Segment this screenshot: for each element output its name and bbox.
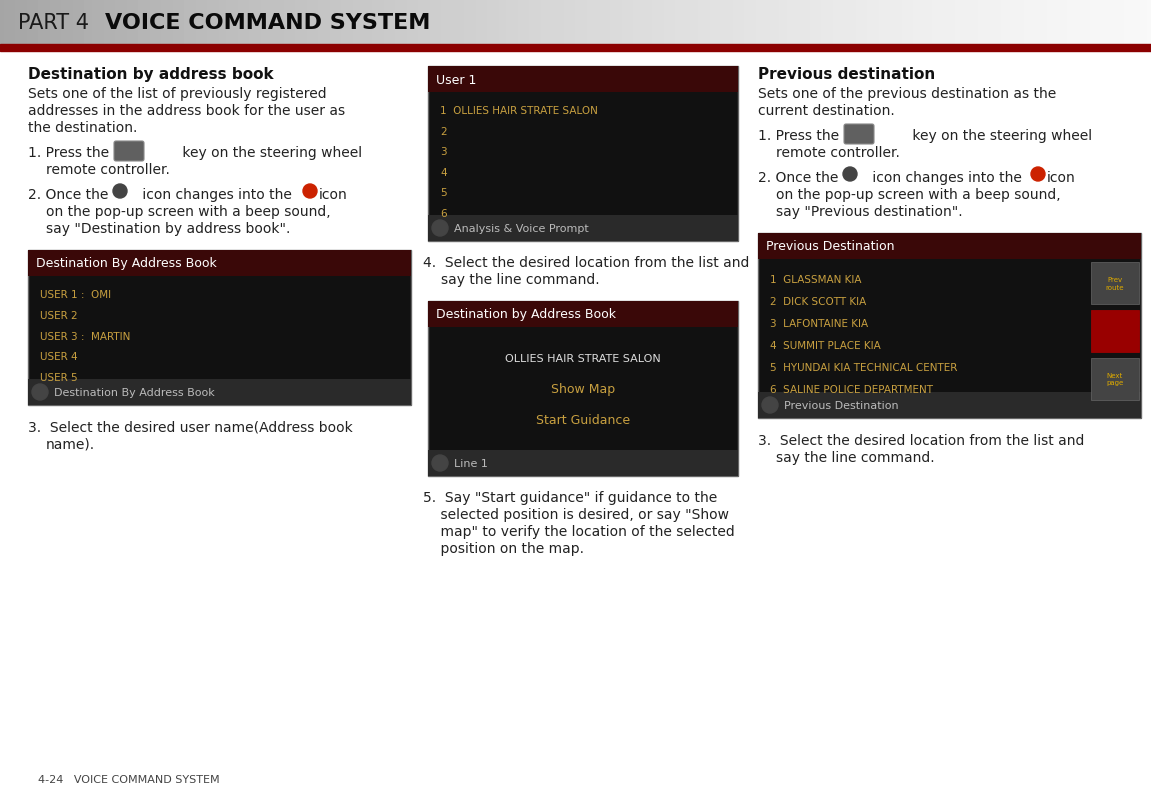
Bar [428, 302, 738, 327]
Text: 4-24   VOICE COMMAND SYSTEM: 4-24 VOICE COMMAND SYSTEM [38, 774, 220, 784]
Text: remote controller.: remote controller. [46, 163, 170, 176]
Bar [0, 45, 1151, 52]
Text: 5  HYUNDAI KIA TECHNICAL CENTER: 5 HYUNDAI KIA TECHNICAL CENTER [770, 363, 958, 373]
Text: OLLIES HAIR STRATE SALON: OLLIES HAIR STRATE SALON [505, 354, 661, 363]
Text: Destination By Address Book: Destination By Address Book [36, 257, 216, 270]
Text: the destination.: the destination. [28, 121, 137, 135]
Text: Sets one of the previous destination as the: Sets one of the previous destination as … [759, 87, 1057, 101]
Text: map" to verify the location of the selected: map" to verify the location of the selec… [424, 525, 734, 538]
Bar [28, 379, 411, 406]
Text: name).: name). [46, 437, 96, 452]
Text: 4: 4 [440, 168, 447, 177]
Text: 6: 6 [440, 209, 447, 219]
Text: Previous destination: Previous destination [759, 67, 936, 82]
Text: 3.  Select the desired location from the list and: 3. Select the desired location from the … [759, 433, 1084, 448]
Text: 5.  Say "Start guidance" if guidance to the: 5. Say "Start guidance" if guidance to t… [424, 490, 717, 504]
Text: 4.  Select the desired location from the list and: 4. Select the desired location from the … [424, 256, 749, 269]
Text: 5: 5 [440, 188, 447, 198]
Text: 6  SALINE POLICE DEPARTMENT: 6 SALINE POLICE DEPARTMENT [770, 385, 933, 395]
Text: User 1: User 1 [436, 74, 477, 87]
Bar [28, 251, 411, 406]
Bar [28, 251, 411, 277]
Text: addresses in the address book for the user as: addresses in the address book for the us… [28, 104, 345, 118]
Text: 3  LAFONTAINE KIA: 3 LAFONTAINE KIA [770, 318, 868, 329]
Text: 2  DICK SCOTT KIA: 2 DICK SCOTT KIA [770, 296, 867, 306]
FancyBboxPatch shape [114, 142, 144, 162]
Text: Sets one of the list of previously registered: Sets one of the list of previously regis… [28, 87, 327, 101]
Text: Destination By Address Book: Destination By Address Book [54, 387, 215, 398]
Text: 3.  Select the desired user name(Address book: 3. Select the desired user name(Address … [28, 420, 352, 435]
Circle shape [303, 184, 317, 199]
Text: USER 1 :  OMI: USER 1 : OMI [40, 290, 112, 300]
FancyBboxPatch shape [844, 125, 874, 145]
Text: Show Map: Show Map [551, 383, 615, 395]
Text: on the pop-up screen with a beep sound,: on the pop-up screen with a beep sound, [46, 205, 330, 219]
Text: 2. Once the: 2. Once the [28, 188, 113, 202]
Circle shape [1031, 168, 1045, 182]
Text: 2. Once the: 2. Once the [759, 171, 843, 184]
Text: on the pop-up screen with a beep sound,: on the pop-up screen with a beep sound, [776, 188, 1060, 202]
Text: PART 4: PART 4 [18, 13, 102, 33]
Text: 1. Press the: 1. Press the [28, 146, 114, 160]
Text: key on the steering wheel: key on the steering wheel [178, 146, 363, 160]
Text: Line 1: Line 1 [453, 459, 488, 468]
Circle shape [32, 384, 48, 400]
Bar [759, 233, 1141, 419]
Text: icon changes into the: icon changes into the [868, 171, 1027, 184]
Text: USER 2: USER 2 [40, 310, 77, 321]
Text: Start Guidance: Start Guidance [536, 413, 630, 426]
Text: key on the steering wheel: key on the steering wheel [908, 129, 1092, 143]
Bar [428, 216, 738, 241]
Text: Prev
route: Prev route [1106, 277, 1125, 290]
Text: position on the map.: position on the map. [424, 541, 584, 555]
Text: Next
page: Next page [1106, 373, 1123, 386]
Text: 3: 3 [440, 147, 447, 157]
Text: icon changes into the: icon changes into the [138, 188, 296, 202]
Text: USER 5: USER 5 [40, 372, 77, 383]
Bar [1091, 310, 1139, 353]
Text: icon: icon [319, 188, 348, 202]
Circle shape [432, 456, 448, 472]
Text: VOICE COMMAND SYSTEM: VOICE COMMAND SYSTEM [105, 13, 430, 33]
Text: selected position is desired, or say "Show: selected position is desired, or say "Sh… [424, 508, 729, 521]
Circle shape [432, 221, 448, 237]
Text: Analysis & Voice Prompt: Analysis & Voice Prompt [453, 224, 589, 233]
Text: Previous Destination: Previous Destination [767, 241, 894, 253]
Text: 1. Press the: 1. Press the [759, 129, 844, 143]
Text: Destination by address book: Destination by address book [28, 67, 274, 82]
Circle shape [843, 168, 857, 182]
Text: remote controller.: remote controller. [776, 146, 900, 160]
Text: say "Previous destination".: say "Previous destination". [776, 205, 962, 219]
Bar [428, 67, 738, 241]
Text: USER 3 :  MARTIN: USER 3 : MARTIN [40, 331, 130, 341]
Text: current destination.: current destination. [759, 104, 894, 118]
Circle shape [762, 398, 778, 414]
Bar [428, 302, 738, 476]
Text: say "Destination by address book".: say "Destination by address book". [46, 221, 290, 236]
Circle shape [113, 184, 127, 199]
Text: say the line command.: say the line command. [776, 451, 935, 464]
Text: Destination by Address Book: Destination by Address Book [436, 308, 616, 321]
Bar [759, 233, 1141, 260]
Text: say the line command.: say the line command. [441, 273, 600, 286]
Bar [428, 451, 738, 476]
Text: USER 4: USER 4 [40, 352, 77, 362]
Bar [1091, 263, 1139, 305]
Text: 4  SUMMIT PLACE KIA: 4 SUMMIT PLACE KIA [770, 341, 881, 350]
Text: 1  OLLIES HAIR STRATE SALON: 1 OLLIES HAIR STRATE SALON [440, 106, 597, 116]
Bar [1091, 358, 1139, 400]
Bar [759, 392, 1141, 419]
Text: 1  GLASSMAN KIA: 1 GLASSMAN KIA [770, 274, 861, 284]
Text: 2: 2 [440, 127, 447, 136]
Bar [428, 67, 738, 93]
Text: Previous Destination: Previous Destination [784, 400, 899, 411]
Text: icon: icon [1047, 171, 1076, 184]
